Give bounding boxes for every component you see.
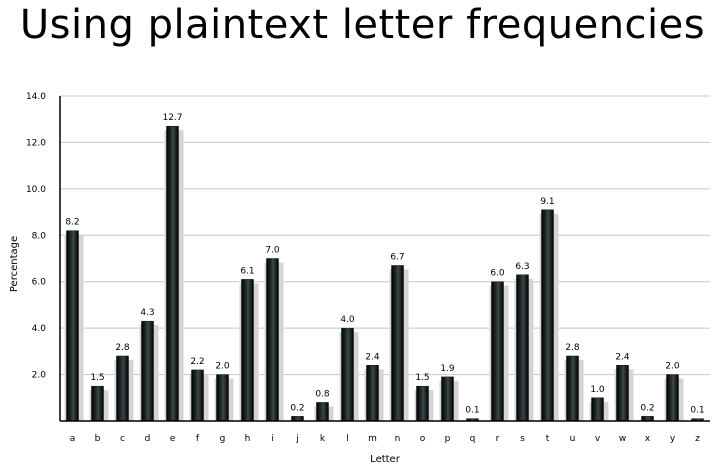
data-label-i: 7.0 xyxy=(265,246,280,256)
slide-title: Using plaintext letter frequencies xyxy=(19,2,706,48)
y-tick-label: 8.0 xyxy=(32,231,47,241)
x-tick-label-w: w xyxy=(619,434,626,444)
x-tick-label-t: t xyxy=(546,434,550,444)
x-tick-label-k: k xyxy=(320,434,326,444)
data-label-g: 2.0 xyxy=(215,362,230,372)
x-tick-label-p: p xyxy=(445,434,451,444)
bar-c xyxy=(116,355,129,422)
y-tick-label: 2.0 xyxy=(32,371,47,381)
x-tick-label-d: d xyxy=(145,434,151,444)
x-tick-label-o: o xyxy=(420,434,426,444)
data-label-p: 1.9 xyxy=(440,364,455,374)
bar-t xyxy=(541,209,554,422)
x-tick-label-v: v xyxy=(595,434,601,444)
y-tick-label: 12.0 xyxy=(26,138,46,148)
bar-p xyxy=(441,376,454,422)
x-tick-label-m: m xyxy=(368,434,377,444)
x-tick-label-i: i xyxy=(271,434,274,444)
bar-l xyxy=(341,327,354,422)
x-tick-label-u: u xyxy=(570,434,576,444)
labels: 14.0 12.0 10.0 8.0 6.0 4.0 2.0 8.2 a 1.5 b 2.8 c 4.3 d… xyxy=(26,92,705,444)
data-label-j: 0.2 xyxy=(290,403,304,413)
data-label-z: 0.1 xyxy=(690,406,704,416)
bar-h xyxy=(241,279,254,422)
bar-f xyxy=(191,369,204,422)
data-label-t: 9.1 xyxy=(540,197,554,207)
x-tick-label-c: c xyxy=(120,434,125,444)
x-tick-label-g: g xyxy=(220,434,226,444)
data-label-n: 6.7 xyxy=(390,252,404,262)
bar-r xyxy=(491,281,504,422)
bars xyxy=(66,125,704,422)
bar-u xyxy=(566,355,579,422)
y-tick-label: 10.0 xyxy=(26,185,46,195)
bar-y xyxy=(666,374,679,422)
x-tick-label-y: y xyxy=(670,434,676,444)
axes xyxy=(59,96,710,422)
bar-o xyxy=(416,385,429,422)
x-tick-label-e: e xyxy=(170,434,176,444)
data-label-v: 1.0 xyxy=(590,385,605,395)
x-tick-label-s: s xyxy=(520,434,525,444)
x-tick-label-a: a xyxy=(70,434,76,444)
data-label-s: 6.3 xyxy=(515,262,529,272)
data-label-h: 6.1 xyxy=(240,266,254,276)
x-tick-label-f: f xyxy=(196,434,200,444)
bar-w xyxy=(616,365,629,422)
y-tick-label: 4.0 xyxy=(32,324,47,334)
data-label-k: 0.8 xyxy=(315,389,330,399)
y-tick-label: 6.0 xyxy=(32,278,47,288)
data-label-o: 1.5 xyxy=(415,373,429,383)
bar-i xyxy=(266,258,279,422)
x-axis-title: Letter xyxy=(370,454,401,465)
x-tick-label-r: r xyxy=(496,434,500,444)
bar-a xyxy=(66,230,79,422)
x-tick-label-x: x xyxy=(645,434,651,444)
y-tick-label: 14.0 xyxy=(26,92,46,102)
x-tick-label-z: z xyxy=(695,434,700,444)
data-label-y: 2.0 xyxy=(665,362,680,372)
bar-d xyxy=(141,320,154,422)
x-tick-label-q: q xyxy=(470,434,476,444)
data-label-e: 12.7 xyxy=(162,113,182,123)
data-label-r: 6.0 xyxy=(490,269,505,279)
data-label-u: 2.8 xyxy=(565,343,580,353)
bar-v xyxy=(591,397,604,422)
data-label-d: 4.3 xyxy=(140,308,154,318)
x-tick-label-l: l xyxy=(346,434,349,444)
data-label-x: 0.2 xyxy=(640,403,654,413)
data-label-b: 1.5 xyxy=(90,373,104,383)
x-tick-label-h: h xyxy=(245,434,251,444)
bar-m xyxy=(366,365,379,422)
bar-k xyxy=(316,402,329,422)
bar-e xyxy=(166,125,179,422)
bar-b xyxy=(91,385,104,422)
bar-n xyxy=(391,265,404,422)
data-label-l: 4.0 xyxy=(340,315,355,325)
x-tick-label-n: n xyxy=(395,434,401,444)
data-label-f: 2.2 xyxy=(190,357,204,367)
data-label-c: 2.8 xyxy=(115,343,130,353)
bar-s xyxy=(516,274,529,422)
data-label-q: 0.1 xyxy=(465,406,479,416)
data-label-a: 8.2 xyxy=(65,218,79,228)
y-axis-title: Percentage xyxy=(9,236,20,292)
data-label-w: 2.4 xyxy=(615,352,630,362)
bar-g xyxy=(216,374,229,422)
x-tick-label-j: j xyxy=(295,434,299,444)
x-tick-label-b: b xyxy=(95,434,101,444)
data-label-m: 2.4 xyxy=(365,352,380,362)
